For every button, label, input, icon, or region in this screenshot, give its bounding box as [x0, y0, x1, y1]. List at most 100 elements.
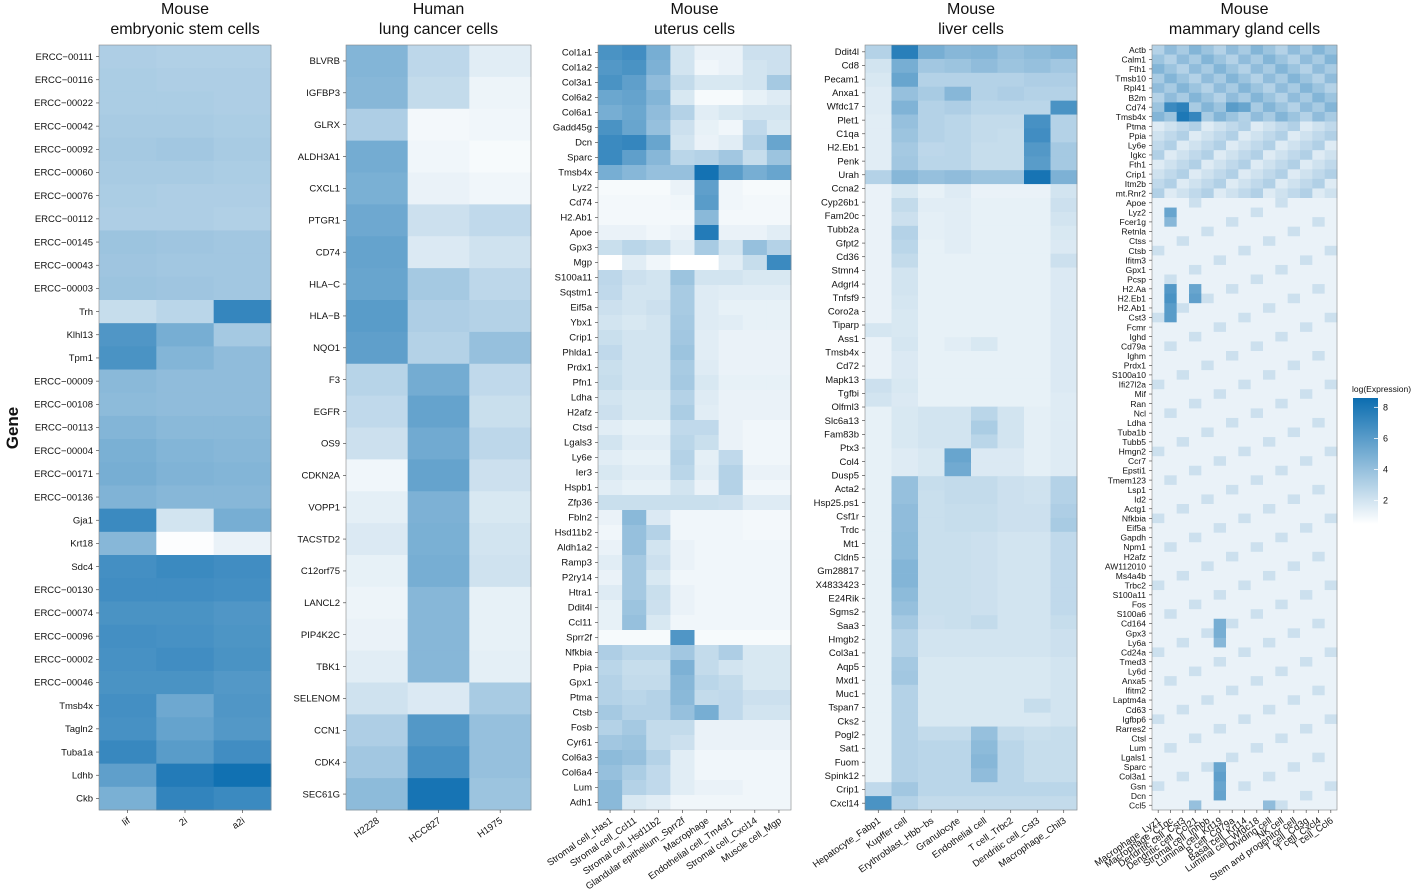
heatmap-cell: [766, 675, 792, 691]
heatmap-cell: [891, 406, 919, 421]
heatmap-cell: [1201, 771, 1215, 782]
heatmap-cell: [1312, 408, 1326, 419]
heatmap-cell: [1024, 657, 1051, 672]
heatmap-cell: [646, 60, 671, 76]
heatmap-cell: [646, 615, 671, 631]
heatmap-cell: [1287, 580, 1301, 591]
heatmap-cell: [1312, 723, 1326, 734]
heatmap-cell: [742, 180, 768, 196]
heatmap-cell: [622, 60, 647, 76]
heatmap-cell: [622, 585, 647, 601]
row-label: Muc1: [836, 689, 859, 700]
heatmap-cell: [1300, 561, 1313, 572]
heatmap-cell: [1275, 504, 1289, 514]
heatmap-cell: [997, 531, 1025, 547]
heatmap-cell: [156, 763, 215, 788]
heatmap-cell: [1263, 255, 1276, 266]
row-label: Ighm: [1127, 351, 1146, 361]
heatmap-cell: [1226, 217, 1239, 228]
heatmap-cell: [1238, 322, 1252, 333]
heatmap-cell: [1176, 618, 1190, 629]
heatmap-cell: [1189, 599, 1202, 610]
heatmap-cell: [694, 375, 720, 391]
heatmap-cell: [670, 570, 695, 586]
heatmap-cell: [1312, 580, 1326, 591]
heatmap-cell: [891, 72, 919, 88]
heatmap-cell: [1189, 360, 1202, 371]
heatmap-cell: [469, 268, 532, 301]
heatmap-cell: [1312, 264, 1326, 275]
heatmap-cell: [598, 150, 623, 166]
heatmap-cell: [1189, 169, 1202, 180]
heatmap-cell: [598, 450, 623, 466]
heatmap-cell: [1238, 551, 1252, 562]
heatmap-cell: [971, 86, 998, 102]
heatmap-cell: [1324, 542, 1338, 553]
heatmap-cell: [1300, 111, 1313, 122]
heatmap-cell: [1024, 295, 1051, 310]
heatmap-cell: [971, 434, 998, 449]
heatmap-cell: [766, 225, 792, 241]
heatmap-cell: [1275, 723, 1289, 734]
row-label: Ppia: [1129, 131, 1146, 141]
row-label: Ldha: [1127, 418, 1146, 428]
heatmap-cell: [1164, 360, 1178, 371]
heatmap-cell: [1300, 121, 1313, 132]
heatmap-cell: [1152, 360, 1165, 371]
heatmap-cell: [1287, 264, 1301, 275]
heatmap-cell: [997, 406, 1025, 421]
heatmap-cell: [156, 740, 215, 765]
heatmap-cell: [1300, 351, 1313, 361]
row-label: Fcer1g: [1120, 217, 1147, 227]
heatmap-cell: [1050, 601, 1078, 616]
heatmap-cell: [1250, 437, 1264, 448]
heatmap-cell: [1189, 398, 1202, 409]
row-label: H2.Ab1: [1118, 303, 1147, 313]
heatmap-cell: [997, 726, 1025, 741]
heatmap-cell: [1189, 685, 1202, 696]
heatmap-cell: [971, 295, 998, 310]
heatmap-cell: [598, 780, 623, 796]
heatmap-cell: [1312, 322, 1326, 333]
heatmap-cell: [670, 195, 695, 211]
heatmap-cell: [1164, 580, 1178, 591]
heatmap-cell: [997, 72, 1025, 88]
heatmap-cell: [997, 476, 1025, 491]
heatmap-cell: [1250, 207, 1264, 218]
heatmap-cell: [1201, 178, 1215, 189]
heatmap-cell: [1152, 140, 1165, 151]
heatmap-cell: [891, 364, 919, 380]
heatmap-cell: [944, 796, 972, 811]
row-label: ERCC−00043: [34, 260, 93, 271]
row-label: Ptma: [570, 693, 593, 704]
heatmap-cell: [1189, 322, 1202, 333]
heatmap-cell: [622, 345, 647, 361]
heatmap-cell: [1275, 207, 1289, 218]
heatmap-cell: [971, 406, 998, 421]
heatmap-cell: [346, 682, 409, 715]
heatmap-cell: [1263, 647, 1276, 658]
heatmap-cell: [670, 390, 695, 406]
heatmap-cell: [891, 559, 919, 574]
row-label: Col6a3: [562, 753, 592, 764]
heatmap-cell: [1287, 704, 1301, 715]
heatmap-cell: [1024, 184, 1051, 199]
heatmap-cell: [865, 323, 892, 338]
heatmap-cell: [1250, 131, 1264, 142]
heatmap-cell: [1050, 754, 1078, 769]
heatmap-cell: [918, 629, 945, 644]
row-label: S100a6: [1117, 609, 1147, 619]
heatmap-cell: [997, 434, 1025, 449]
heatmap-cell: [944, 545, 972, 561]
heatmap-cell: [1024, 170, 1051, 185]
heatmap-cell: [944, 531, 972, 547]
heatmap-cell: [1176, 628, 1190, 639]
heatmap-cell: [1238, 523, 1252, 534]
heatmap-cell: [1324, 714, 1338, 725]
heatmap-cell: [1050, 712, 1078, 727]
heatmap-cell: [1238, 389, 1252, 400]
heatmap-cell: [1164, 236, 1178, 247]
heatmap-cell: [865, 462, 892, 477]
heatmap-cell: [1189, 207, 1202, 218]
heatmap-cell: [997, 45, 1025, 60]
